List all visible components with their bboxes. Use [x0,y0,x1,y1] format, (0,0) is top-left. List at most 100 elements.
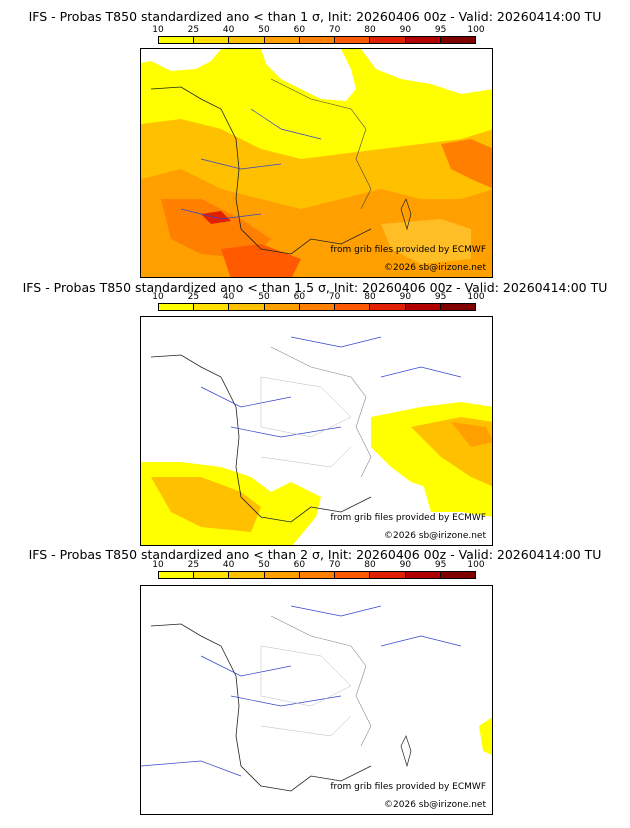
legend-swatch [299,572,336,578]
legend-swatch [405,572,441,578]
legend-tick: 100 [467,292,485,302]
credit-grib: from grib files provided by ECMWF [330,782,486,792]
legend-tick: 100 [467,560,485,570]
sea-area [141,49,221,71]
legend-ticks: 10 25 40 50 60 70 80 90 95 100 [152,560,484,570]
border [270,78,372,210]
legend-tick: 95 [434,25,447,35]
legend-swatch [405,304,441,310]
legend-color-bar [158,303,476,311]
panel-2-map-svg [141,317,492,545]
regions [260,645,352,737]
legend-tick: 25 [187,25,200,35]
regions [260,376,352,468]
prob-40-sw [151,477,261,532]
panel-1-map-svg [141,49,492,277]
legend-tick: 40 [222,560,235,570]
legend-tick: 70 [328,292,341,302]
legend-swatch [229,572,265,578]
legend-swatch [229,304,265,310]
legend-swatch [440,304,475,310]
legend-tick: 70 [328,25,341,35]
prob-field-corsica [421,477,481,512]
legend-tick: 10 [152,25,164,35]
legend-swatch [194,572,230,578]
legend-tick: 95 [434,292,447,302]
legend-tick: 25 [187,292,200,302]
rivers [141,605,462,777]
legend-tick: 10 [152,560,164,570]
coastline [150,86,372,255]
legend-tick: 95 [434,560,447,570]
legend-swatch [299,37,336,43]
legend-swatch [264,37,300,43]
panel-3-legend: 10 25 40 50 60 70 80 90 95 100 [152,560,485,584]
prob-60-sw [161,199,271,259]
panel-3-map-svg [141,586,492,814]
panel-1-title: IFS - Probas T850 standardized ano < tha… [28,9,602,24]
legend-swatch [335,37,371,43]
credit-grib: from grib files provided by ECMWF [330,513,486,523]
corsica [400,198,412,231]
legend-ticks: 10 25 40 50 60 70 80 90 95 100 [152,292,484,302]
panel-2-legend: 10 25 40 50 60 70 80 90 95 100 [152,292,485,316]
legend-color-bar [158,36,476,44]
legend-tick: 50 [258,25,270,35]
legend-tick: 80 [364,292,376,302]
rivers [200,336,462,438]
corsica [400,735,412,768]
legend-swatch [440,37,475,43]
legend-tick: 90 [399,292,412,302]
legend-tick: 90 [399,25,412,35]
panel-3-map: from grib files provided by ECMWF ©2026 … [140,585,493,815]
credit-site: ©2026 sb@irizone.net [384,800,486,810]
legend-swatch [159,572,195,578]
legend-tick: 10 [152,292,164,302]
legend-tick: 100 [467,25,485,35]
legend-tick: 50 [258,560,270,570]
legend-tick: 60 [293,560,306,570]
legend-tick: 80 [364,560,376,570]
border [270,346,372,478]
legend-swatch [159,37,195,43]
credit-site: ©2026 sb@irizone.net [384,531,486,541]
legend-ticks: 10 25 40 50 60 70 80 90 95 100 [152,25,484,35]
coastline [150,623,372,792]
legend-swatch [335,304,371,310]
prob-field-east [479,717,492,756]
legend-tick: 50 [258,292,270,302]
legend-swatch [335,572,371,578]
northeast-area [361,49,492,94]
legend-swatch [194,304,230,310]
panel-3-title: IFS - Probas T850 standardized ano < tha… [28,547,602,562]
legend-tick: 40 [222,292,235,302]
coastline [150,354,372,523]
legend-tick: 25 [187,560,200,570]
legend-swatch [264,304,300,310]
legend-swatch [405,37,441,43]
panel-1-legend: 10 25 40 50 60 70 80 90 95 100 [152,25,485,49]
legend-swatch [159,304,195,310]
panel-1-map: from grib files provided by ECMWF ©2026 … [140,48,493,278]
legend-swatch [229,37,265,43]
prob-60-east [441,139,492,189]
legend-swatch [194,37,230,43]
legend-color-bar [158,571,476,579]
rivers [180,108,322,220]
legend-swatch [370,37,406,43]
panel-2-title: IFS - Probas T850 standardized ano < tha… [22,280,608,295]
north-area [261,49,356,101]
prob-50-east [451,422,492,447]
legend-tick: 70 [328,560,341,570]
legend-tick: 60 [293,292,306,302]
legend-swatch [299,304,336,310]
legend-swatch [440,572,475,578]
credit-grib: from grib files provided by ECMWF [330,245,486,255]
legend-swatch [370,572,406,578]
legend-tick: 90 [399,560,412,570]
border [270,615,372,747]
legend-tick: 60 [293,25,306,35]
legend-tick: 80 [364,25,376,35]
legend-swatch [370,304,406,310]
legend-tick: 40 [222,25,235,35]
